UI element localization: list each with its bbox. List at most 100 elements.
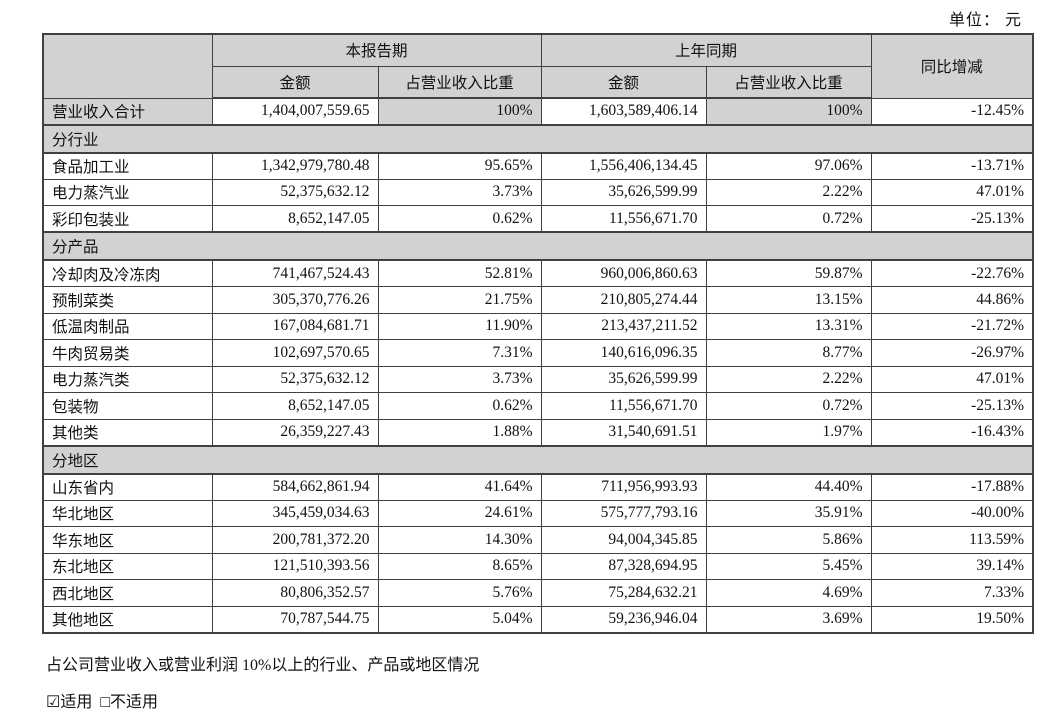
current-amount-cell: 1,404,007,559.65 [211,97,379,125]
current-pct-cell: 3.73% [377,178,542,206]
table-row: 电力蒸汽业 52,375,632.12 3.73% 35,626,599.99 2.22… [42,178,1034,206]
section-title-cell: 分地区 [42,444,1034,475]
prior-amount-cell: 87,328,694.95 [540,552,707,580]
row-label-cell: 低温肉制品 [42,312,213,340]
prior-amount-cell: 140,616,096.35 [540,339,707,367]
section-header-row: 分行业 [42,123,1034,154]
yoy-change-cell: -22.76% [870,259,1034,287]
prior-amount-cell: 31,540,691.51 [540,418,707,446]
row-label-cell: 东北地区 [42,552,213,580]
current-pct-cell: 24.61% [377,499,542,527]
current-amount-cell: 1,342,979,780.48 [211,152,379,180]
current-amount-cell: 52,375,632.12 [211,365,379,393]
not-applicable-label: 不适用 [110,693,159,711]
prior-amount-cell: 11,556,671.70 [540,392,707,420]
current-amount-cell: 8,652,147.05 [211,392,379,420]
unit-label: 单位： 元 [948,12,1022,29]
applicable-option: ☑适用 [46,694,92,711]
row-label-cell: 华北地区 [42,499,213,527]
current-pct-header: 占营业收入比重 [377,65,542,99]
prior-pct-cell: 44.40% [705,473,872,501]
current-pct-cell: 8.65% [377,552,542,580]
prior-pct-cell: 13.31% [705,312,872,340]
current-amount-header: 金额 [211,65,379,99]
prior-period-header: 上年同期 [540,33,872,67]
prior-pct-cell: 0.72% [705,205,872,233]
table-row: 营业收入合计 1,404,007,559.65 100% 1,603,589,406.… [42,97,1034,125]
row-label-cell: 冷却肉及冷冻肉 [42,259,213,287]
section-header-row: 分地区 [42,444,1034,475]
row-label-cell: 山东省内 [42,473,213,501]
section-header-row: 分产品 [42,231,1034,261]
row-label-cell: 彩印包装业 [42,205,213,233]
prior-amount-cell: 1,603,589,406.14 [540,97,707,125]
prior-pct-cell: 2.22% [705,365,872,393]
checked-checkbox-icon: ☑ [46,693,61,711]
prior-pct-cell: 35.91% [705,499,872,527]
prior-pct-cell: 97.06% [705,152,872,180]
yoy-change-header: 同比增减 [870,33,1034,99]
current-amount-cell: 26,359,227.43 [211,418,379,446]
row-label-cell: 电力蒸汽类 [42,365,213,393]
prior-pct-header: 占营业收入比重 [705,65,872,99]
note-text: 占公司营业收入或营业利润 10%以上的行业、产品或地区情况 [46,656,480,674]
yoy-change-cell: -26.97% [870,339,1034,367]
current-amount-cell: 305,370,776.26 [211,286,379,314]
section-title-cell: 分行业 [42,123,1034,154]
yoy-change-cell: 113.59% [870,526,1034,554]
applicable-label: 适用 [60,693,93,711]
current-pct-cell: 7.31% [377,339,542,367]
table-row: 食品加工业 1,342,979,780.48 95.65% 1,556,406,134… [42,152,1034,180]
current-pct-cell: 0.62% [377,205,542,233]
row-label-cell: 预制菜类 [42,286,213,314]
prior-pct-cell: 100% [705,97,872,125]
current-pct-cell: 21.75% [377,286,542,314]
current-pct-cell: 95.65% [377,152,542,180]
yoy-change-cell: -13.71% [870,152,1034,180]
yoy-change-cell: -25.13% [870,392,1034,420]
current-period-header: 本报告期 [211,33,542,67]
table-row: 其他地区 70,787,544.75 5.04% 59,236,946.04 3.69%… [42,605,1034,633]
row-label-cell: 其他地区 [42,605,213,633]
yoy-change-cell: 39.14% [870,552,1034,580]
current-pct-cell: 100% [377,97,542,125]
table-row: 彩印包装业 8,652,147.05 0.62% 11,556,671.70 0.72%… [42,205,1034,233]
prior-pct-cell: 3.69% [705,605,872,633]
yoy-change-cell: -25.13% [870,205,1034,233]
prior-pct-cell: 4.69% [705,579,872,607]
prior-pct-cell: 0.72% [705,392,872,420]
row-label-cell: 其他类 [42,418,213,446]
row-label-cell: 食品加工业 [42,152,213,180]
current-pct-cell: 1.88% [377,418,542,446]
prior-amount-cell: 94,004,345.85 [540,526,707,554]
table-row: 西北地区 80,806,352.57 5.76% 75,284,632.21 4.69%… [42,579,1034,607]
row-label-cell: 牛肉贸易类 [42,339,213,367]
prior-pct-cell: 1.97% [705,418,872,446]
corner-header-cell [42,33,213,99]
prior-pct-cell: 8.77% [705,339,872,367]
current-pct-cell: 52.81% [377,259,542,287]
current-amount-cell: 52,375,632.12 [211,178,379,206]
revenue-breakdown-table: 本报告期 上年同期 同比增减 金额 占营业收入比重 金额 占营业收入比重 营业收… [42,33,1035,634]
yoy-change-cell: 19.50% [870,605,1034,633]
not-applicable-option: □不适用 [100,694,158,711]
prior-amount-cell: 59,236,946.04 [540,605,707,633]
prior-pct-cell: 5.45% [705,552,872,580]
current-amount-cell: 200,781,372.20 [211,526,379,554]
table-row: 山东省内 584,662,861.94 41.64% 711,956,993.93 44… [42,473,1034,501]
current-pct-cell: 11.90% [377,312,542,340]
row-label-cell: 西北地区 [42,579,213,607]
current-amount-cell: 80,806,352.57 [211,579,379,607]
table-row: 预制菜类 305,370,776.26 21.75% 210,805,274.44 13… [42,286,1034,314]
current-amount-cell: 70,787,544.75 [211,605,379,633]
prior-amount-cell: 35,626,599.99 [540,365,707,393]
yoy-change-cell: 47.01% [870,365,1034,393]
yoy-change-cell: -21.72% [870,312,1034,340]
table-row: 牛肉贸易类 102,697,570.65 7.31% 140,616,096.35 8.… [42,339,1034,367]
current-pct-cell: 3.73% [377,365,542,393]
current-amount-cell: 121,510,393.56 [211,552,379,580]
current-pct-cell: 5.04% [377,605,542,633]
prior-amount-cell: 75,284,632.21 [540,579,707,607]
yoy-change-cell: -16.43% [870,418,1034,446]
unchecked-checkbox-icon: □ [100,693,111,711]
